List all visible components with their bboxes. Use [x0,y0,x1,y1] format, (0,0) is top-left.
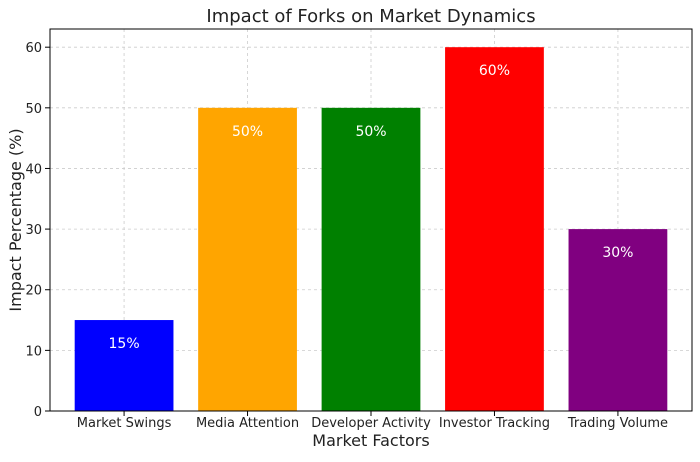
x-tick-label-2: Developer Activity [311,416,431,431]
y-tick-label-4: 40 [25,162,42,177]
x-tick-label-3: Investor Tracking [439,416,550,431]
data-labels: 15% 50% 50% 60% 30% [109,63,634,352]
data-label-2: 50% [355,124,386,140]
bar-0 [74,320,174,411]
x-axis-label: Market Factors [312,431,429,450]
bars [74,47,668,412]
y-tick-label-1: 10 [25,344,42,359]
bar-4 [568,229,668,411]
data-label-4: 30% [602,245,633,261]
x-tick-label-0: Market Swings [77,416,172,431]
y-tick-label-0: 0 [34,405,42,420]
tick-labels: Market Swings Media Attention Developer Ac… [25,41,668,431]
y-tick-label-3: 30 [25,223,42,238]
plot-frame [49,28,693,412]
y-axis-label: Impact Percentage (%) [6,128,25,311]
y-tick-label-5: 50 [25,102,42,117]
bar-3 [445,47,544,411]
data-label-3: 60% [479,63,510,79]
y-tick-label-2: 20 [25,284,42,299]
chart-title: Impact of Forks on Market Dynamics [206,6,535,27]
bar-1 [198,107,297,412]
x-tick-label-4: Trading Volume [567,416,668,431]
y-tick-label-6: 60 [25,41,42,56]
x-tick-label-1: Media Attention [196,416,299,431]
data-label-1: 50% [232,124,263,140]
data-label-0: 15% [109,336,140,352]
bar-2 [321,107,421,412]
axes [45,28,693,416]
